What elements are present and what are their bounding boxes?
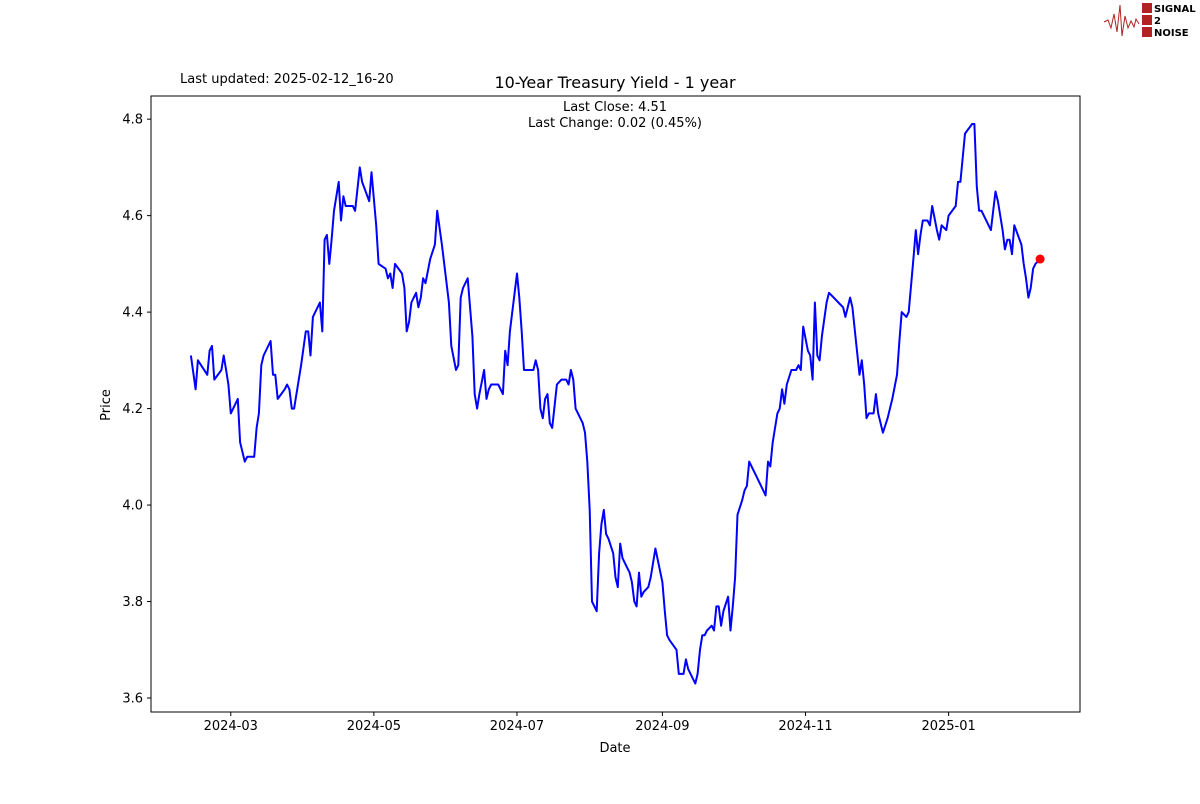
x-tick-label: 2024-07 — [490, 719, 544, 734]
y-tick-label: 4.0 — [122, 499, 143, 514]
y-tick-label: 3.6 — [122, 692, 143, 707]
logo-text-2: 2 — [1154, 16, 1161, 27]
yield-series-line — [189, 123, 1041, 685]
logo-text-1: SIGNAL — [1154, 4, 1196, 15]
last-close-marker — [1035, 254, 1045, 264]
y-tick-label: 4.4 — [122, 306, 143, 321]
x-tick-label: 2024-11 — [778, 719, 832, 734]
x-tick-label: 2025-01 — [921, 719, 975, 734]
plot-frame — [150, 95, 1081, 713]
y-tick-label: 4.2 — [122, 402, 143, 417]
y-tick-label: 3.8 — [122, 595, 143, 610]
last-close-annotation: Last Close: 4.51 — [563, 100, 667, 115]
x-tick-label: 2024-05 — [347, 719, 401, 734]
last-change-annotation: Last Change: 0.02 (0.45%) — [528, 116, 702, 131]
y-axis-label: Price — [99, 389, 114, 421]
x-axis-label: Date — [599, 741, 630, 756]
signal2noise-logo: SIGNAL 2 NOISE — [1103, 3, 1196, 39]
last-updated-label: Last updated: 2025-02-12_16-20 — [180, 72, 394, 87]
y-tick-label: 4.8 — [122, 113, 143, 128]
logo-text-3: NOISE — [1154, 28, 1189, 39]
y-tick-label: 4.6 — [122, 209, 143, 224]
chart-title: 10-Year Treasury Yield - 1 year — [494, 73, 736, 92]
x-tick-label: 2024-09 — [635, 719, 689, 734]
logo-waveform — [1103, 4, 1140, 37]
x-tick-label: 2024-03 — [204, 719, 258, 734]
